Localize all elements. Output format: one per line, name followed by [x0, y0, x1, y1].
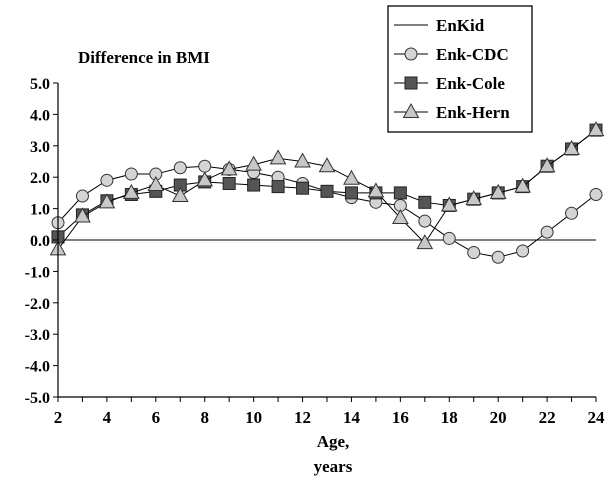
point-enk-hern — [74, 207, 91, 223]
x-tick-label: 2 — [54, 408, 63, 427]
series-line-enk-cole — [57, 129, 597, 238]
x-tick-label: 6 — [152, 408, 161, 427]
y-tick-label: 0.0 — [30, 233, 50, 250]
point-enk-hern — [416, 234, 434, 250]
point-enk-cole — [393, 186, 407, 200]
point-enk-hern — [440, 196, 458, 212]
legend-marker-enk-cole — [404, 76, 418, 90]
point-enk-hern — [465, 190, 483, 206]
legend-label-enk-cole: Enk-Cole — [436, 74, 505, 93]
point-enk-hern — [587, 121, 605, 137]
series-enk-cdc — [51, 159, 603, 264]
point-enk-hern — [123, 183, 140, 199]
point-enk-hern — [98, 193, 116, 209]
chart-title: Difference in BMI — [78, 48, 210, 67]
legend-marker-enk-cdc — [404, 47, 418, 61]
point-enk-cdc — [198, 159, 212, 173]
x-tick-label: 20 — [490, 408, 507, 427]
x-tick-label: 24 — [588, 408, 606, 427]
x-tick-label: 4 — [103, 408, 112, 427]
series-line-enk-cdc — [57, 165, 597, 258]
x-tick-label: 18 — [441, 408, 458, 427]
y-tick-label: 5.0 — [30, 76, 50, 93]
point-enk-hern — [245, 155, 262, 171]
legend-label-enkid: EnKid — [436, 16, 485, 35]
point-enk-cole — [247, 178, 261, 192]
y-tick-label: -3.0 — [25, 327, 50, 344]
y-tick-label: 3.0 — [30, 139, 50, 156]
x-axis-label-line1: Age, — [317, 432, 350, 451]
point-enk-cdc — [565, 206, 579, 220]
legend-marker-enk-hern — [402, 102, 420, 118]
point-enk-cdc — [100, 173, 114, 187]
point-enk-hern — [196, 171, 214, 187]
series-enk-hern — [49, 121, 605, 256]
point-enk-cole — [344, 186, 358, 200]
point-enk-cdc — [418, 214, 432, 228]
point-enk-hern — [220, 160, 238, 176]
point-enk-hern — [171, 187, 189, 203]
point-enk-hern — [514, 177, 531, 193]
x-tick-label: 16 — [392, 408, 409, 427]
x-tick-label: 14 — [343, 408, 361, 427]
point-enk-cole — [222, 176, 236, 190]
point-enk-cdc — [124, 167, 138, 181]
point-enk-hern — [563, 139, 580, 155]
x-tick-label: 8 — [200, 408, 209, 427]
point-enk-hern — [489, 183, 507, 199]
point-enk-hern — [538, 157, 556, 173]
point-enk-cole — [320, 184, 334, 198]
legend-label-enk-hern: Enk-Hern — [436, 103, 510, 122]
y-tick-label: 2.0 — [30, 170, 50, 187]
point-enk-hern — [294, 152, 311, 168]
y-tick-label: -1.0 — [25, 264, 50, 281]
x-tick-label: 10 — [245, 408, 262, 427]
y-tick-label: -2.0 — [25, 296, 50, 313]
y-tick-label: 1.0 — [30, 202, 50, 219]
point-enk-hern — [367, 182, 385, 198]
point-enk-cdc — [589, 187, 603, 201]
x-tick-label: 22 — [539, 408, 556, 427]
y-tick-label: -5.0 — [25, 390, 50, 407]
x-tick-label: 12 — [294, 408, 311, 427]
point-enk-hern — [318, 157, 336, 173]
y-tick-label: -4.0 — [25, 359, 50, 376]
point-enk-hern — [147, 176, 165, 192]
legend-label-enk-cdc: Enk-CDC — [436, 45, 509, 64]
point-enk-cole — [271, 180, 285, 194]
point-enk-cdc — [442, 231, 456, 245]
point-enk-cdc — [491, 250, 505, 264]
point-enk-cole — [296, 181, 310, 195]
point-enk-hern — [343, 169, 360, 185]
point-enk-cdc — [173, 161, 187, 175]
point-enk-cdc — [540, 225, 554, 239]
x-axis-label-line2: years — [314, 457, 353, 476]
point-enk-hern — [392, 208, 409, 225]
point-enk-cdc — [467, 246, 481, 260]
point-enk-cole — [418, 195, 432, 209]
y-tick-label: 4.0 — [30, 107, 50, 124]
point-enk-cdc — [75, 189, 89, 203]
point-enk-hern — [269, 149, 287, 165]
point-enk-cdc — [516, 244, 530, 258]
